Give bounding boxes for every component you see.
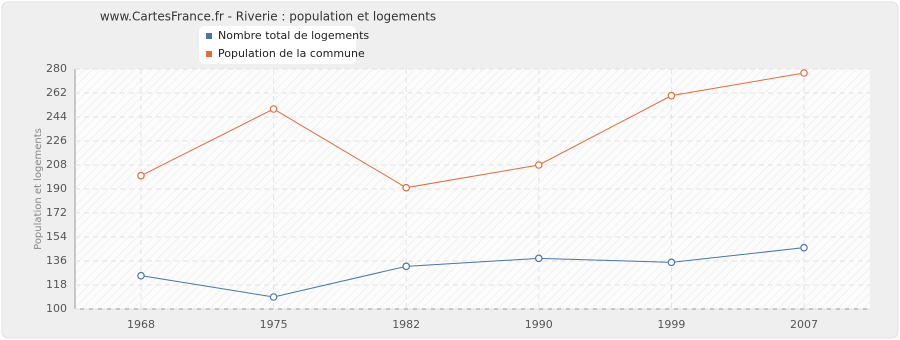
legend — [199, 26, 356, 64]
data-point — [269, 293, 278, 301]
x-tick-label: 1999 — [657, 318, 685, 331]
legend-swatch — [206, 51, 212, 57]
data-point — [402, 183, 411, 192]
x-tick-label: 1990 — [525, 318, 553, 331]
data-point — [667, 91, 676, 100]
y-tick-label: 262 — [46, 86, 67, 99]
series-line — [140, 247, 805, 298]
legend-swatch — [206, 33, 212, 39]
data-point — [402, 262, 411, 271]
y-tick-label: 100 — [46, 302, 67, 315]
y-tick-label: 226 — [46, 134, 67, 147]
legend-label: Population de la commune — [218, 47, 365, 60]
chart-title: www.CartesFrance.fr - Riverie : populati… — [100, 10, 436, 24]
y-axis-label: Population et logements — [33, 128, 44, 250]
y-tick-label: 280 — [46, 62, 67, 75]
x-tick-label: 2007 — [790, 318, 818, 331]
data-point — [137, 271, 145, 280]
y-tick-label: 118 — [46, 278, 67, 291]
legend-label: Nombre total de logements — [218, 29, 369, 42]
data-point — [534, 254, 543, 263]
x-tick-label: 1968 — [127, 318, 155, 331]
data-point — [137, 171, 145, 180]
x-tick-label: 1975 — [260, 318, 288, 331]
y-tick-label: 172 — [46, 206, 67, 219]
y-tick-label: 136 — [46, 254, 67, 267]
y-tick-label: 208 — [46, 158, 67, 171]
series-line — [140, 72, 805, 189]
data-point — [269, 105, 278, 113]
data-point — [800, 69, 808, 77]
y-tick-label: 154 — [46, 230, 67, 243]
data-point — [800, 243, 808, 252]
data-point — [667, 258, 676, 267]
x-tick-label: 1982 — [392, 318, 420, 331]
y-tick-label: 244 — [46, 110, 67, 123]
y-tick-label: 190 — [46, 182, 67, 195]
data-point — [534, 161, 543, 169]
